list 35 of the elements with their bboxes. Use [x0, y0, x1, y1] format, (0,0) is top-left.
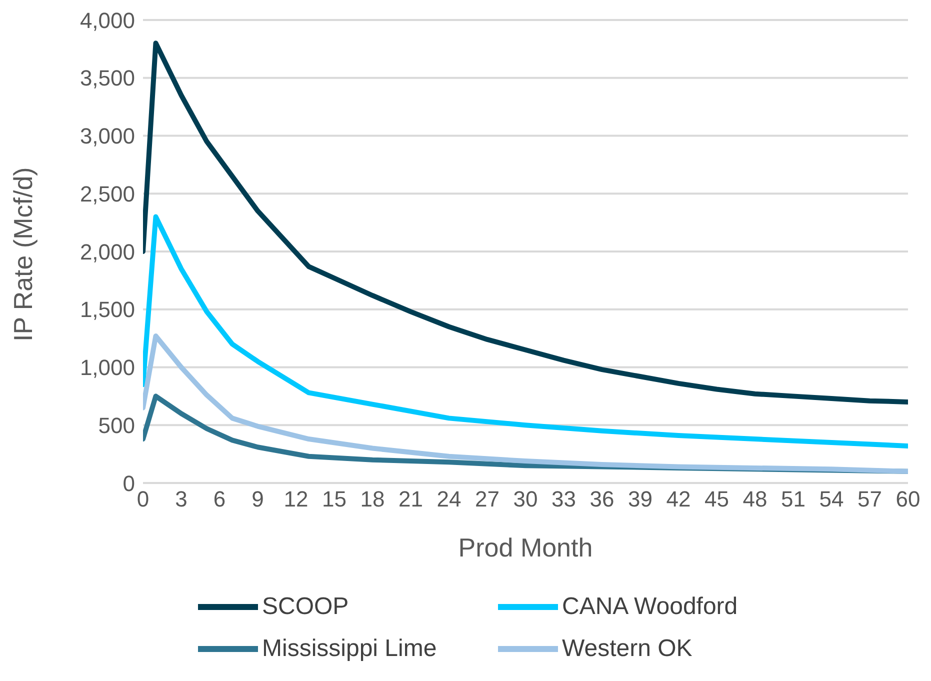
legend-label: Western OK: [562, 635, 692, 663]
x-tick-label: 60: [896, 486, 920, 512]
x-tick-label: 27: [475, 486, 500, 512]
x-tick-label: 45: [704, 486, 729, 512]
y-tick-label: 0: [122, 470, 135, 496]
x-axis-title: Prod Month: [458, 532, 593, 562]
x-tick-label: 18: [360, 486, 385, 512]
x-tick-label: 15: [322, 486, 346, 512]
legend-label: SCOOP: [262, 593, 349, 621]
y-tick-label: 3,500: [80, 66, 135, 91]
x-tick-label: 3: [175, 486, 188, 512]
x-tick-label: 51: [781, 486, 806, 512]
x-tick-label: 36: [590, 486, 614, 512]
y-tick-label: 500: [98, 412, 135, 438]
y-tick-label: 2,500: [80, 181, 135, 206]
y-tick-label: 4,000: [80, 8, 135, 33]
x-tick-label: 6: [213, 486, 226, 512]
y-tick-label: 2,000: [80, 239, 135, 264]
x-tick-label: 21: [398, 486, 423, 512]
x-tick-label: 9: [252, 486, 264, 512]
y-tick-label: 1,000: [80, 355, 135, 380]
x-tick-label: 54: [819, 486, 844, 512]
x-tick-label: 48: [742, 486, 768, 512]
x-tick-label: 57: [858, 486, 882, 512]
x-tick-label: 30: [513, 486, 538, 512]
x-tick-label: 33: [552, 486, 576, 512]
x-tick-label: 39: [628, 486, 652, 512]
legend-label: CANA Woodford: [562, 593, 738, 621]
y-tick-label: 1,500: [80, 297, 135, 322]
y-tick-label: 3,000: [80, 124, 135, 149]
x-tick-label: 42: [666, 486, 691, 512]
x-tick-label: 24: [436, 486, 462, 512]
legend-label: Mississippi Lime: [262, 635, 437, 663]
x-tick-label: 12: [284, 486, 308, 512]
y-axis-title: IP Rate (Mcf/d): [8, 167, 38, 342]
